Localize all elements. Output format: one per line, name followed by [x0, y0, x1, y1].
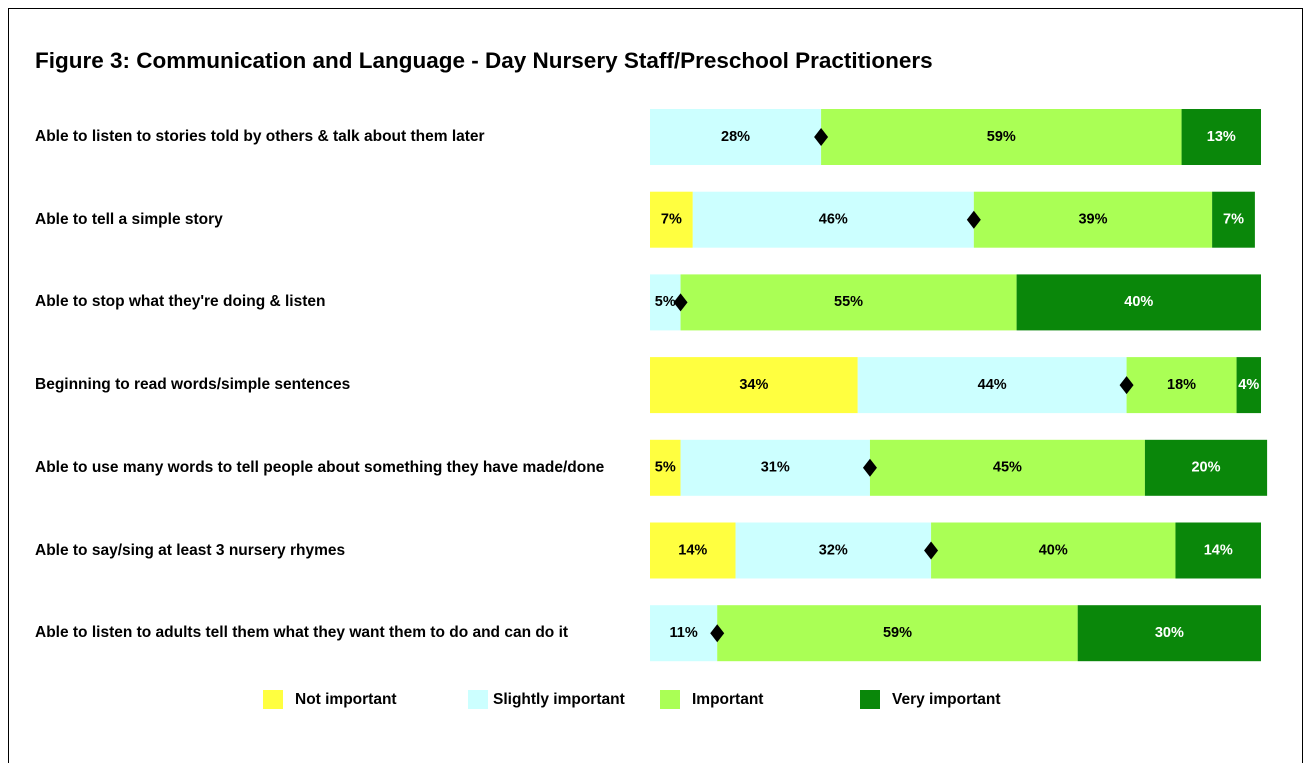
data-label: 40% — [1124, 294, 1153, 310]
data-label: 20% — [1191, 460, 1220, 476]
data-label: 14% — [678, 542, 707, 558]
bar-segment — [650, 439, 681, 496]
category-label: Able to use many words to tell people ab… — [35, 458, 605, 476]
data-label: 4% — [1238, 377, 1259, 393]
bar-segment — [1126, 357, 1237, 414]
bar-segment — [1181, 109, 1261, 165]
data-label: 46% — [819, 212, 848, 228]
data-label: 11% — [669, 625, 697, 641]
bar-segment — [680, 439, 870, 496]
category-label: Able to tell a simple story — [35, 210, 223, 228]
data-label: 5% — [655, 294, 676, 310]
chart-title: Figure 3: Communication and Language - D… — [35, 48, 933, 73]
divider-marker — [814, 128, 829, 146]
category-label: Able to listen to adults tell them what … — [35, 624, 569, 642]
data-label: 55% — [834, 294, 863, 310]
legend-swatch — [660, 690, 680, 709]
data-label: 14% — [1204, 542, 1233, 558]
category-label: Able to stop what they're doing & listen — [35, 293, 326, 311]
divider-marker — [710, 624, 725, 643]
data-label: 59% — [883, 625, 912, 641]
legend-label: Important — [692, 691, 763, 708]
bar-segment — [650, 109, 822, 165]
divider-marker — [924, 541, 939, 560]
data-label: 30% — [1155, 625, 1184, 641]
divider-marker — [862, 458, 877, 477]
bar-segment — [1077, 605, 1261, 662]
data-label: 45% — [993, 460, 1022, 476]
legend-swatch — [263, 690, 283, 709]
bar-segment — [1212, 191, 1255, 248]
divider-marker — [673, 293, 688, 312]
bar-segment — [692, 191, 974, 248]
data-label: 32% — [819, 542, 848, 558]
bar-segment — [735, 522, 932, 579]
bar-segment — [931, 522, 1176, 579]
bar-segment — [650, 191, 693, 248]
bar-segment — [717, 605, 1078, 662]
bar-segment — [680, 274, 1017, 331]
legend-label: Very important — [892, 691, 1001, 708]
data-label: 34% — [739, 377, 768, 393]
data-label: 40% — [1039, 542, 1068, 558]
bar-segment — [1016, 274, 1261, 331]
bar-segment — [650, 522, 736, 579]
bar-segment — [1175, 522, 1261, 579]
legend-swatch — [468, 690, 488, 709]
category-label: Able to listen to stories told by others… — [35, 128, 485, 145]
data-label: 7% — [661, 212, 682, 228]
bar-segment — [1236, 357, 1261, 414]
legend-swatch — [860, 690, 880, 709]
bar-segment — [973, 191, 1213, 248]
category-label: Beginning to read words/simple sentences — [35, 376, 351, 394]
data-label: 7% — [1223, 212, 1244, 228]
chart-border — [8, 8, 1303, 763]
data-label: 18% — [1167, 377, 1196, 393]
data-label: 39% — [1078, 212, 1107, 228]
category-label: Able to say/sing at least 3 nursery rhym… — [35, 541, 346, 559]
bar-segment — [650, 357, 858, 414]
bar-segment — [857, 357, 1127, 414]
bar-segment — [650, 605, 718, 662]
data-label: 5% — [655, 460, 676, 476]
bar-segment — [821, 109, 1182, 165]
legend-label: Slightly important — [493, 691, 625, 708]
divider-marker — [1119, 376, 1134, 395]
data-label: 44% — [978, 377, 1007, 393]
bar-segment — [1144, 439, 1268, 496]
divider-marker — [966, 210, 981, 229]
data-label: 28% — [721, 129, 750, 145]
data-label: 59% — [987, 129, 1016, 145]
bar-segment — [869, 439, 1145, 496]
data-label: 13% — [1207, 129, 1236, 145]
legend-label: Not important — [295, 691, 397, 708]
data-label: 31% — [761, 460, 790, 476]
